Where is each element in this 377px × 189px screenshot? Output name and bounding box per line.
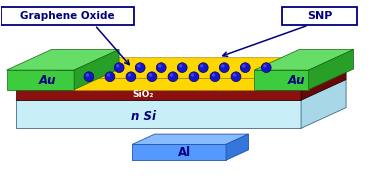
Circle shape <box>84 72 94 82</box>
Polygon shape <box>254 50 354 70</box>
Polygon shape <box>135 64 145 71</box>
Polygon shape <box>16 80 346 100</box>
FancyBboxPatch shape <box>1 7 134 25</box>
Circle shape <box>221 64 224 68</box>
Circle shape <box>170 73 173 77</box>
Text: SiO₂: SiO₂ <box>133 90 154 99</box>
Circle shape <box>128 73 131 77</box>
Circle shape <box>219 63 229 73</box>
Circle shape <box>212 73 215 77</box>
Polygon shape <box>132 144 226 160</box>
Text: Au: Au <box>39 74 57 87</box>
Polygon shape <box>219 64 229 71</box>
Circle shape <box>261 63 271 73</box>
Circle shape <box>105 72 115 82</box>
Circle shape <box>241 63 250 73</box>
Text: SNP: SNP <box>307 11 333 21</box>
Polygon shape <box>262 64 271 71</box>
Circle shape <box>231 72 241 82</box>
Circle shape <box>147 72 157 82</box>
Circle shape <box>107 73 110 77</box>
Polygon shape <box>231 73 241 81</box>
Circle shape <box>149 73 152 77</box>
Text: Al: Al <box>178 146 191 159</box>
Polygon shape <box>147 73 156 81</box>
Polygon shape <box>199 64 208 71</box>
Polygon shape <box>308 50 354 90</box>
Circle shape <box>116 64 120 68</box>
Polygon shape <box>84 73 93 81</box>
Circle shape <box>135 63 145 73</box>
Polygon shape <box>301 69 346 100</box>
Circle shape <box>114 63 124 73</box>
Polygon shape <box>6 70 74 90</box>
Circle shape <box>86 73 89 77</box>
FancyBboxPatch shape <box>282 7 357 25</box>
Polygon shape <box>132 134 248 144</box>
Text: Graphene Oxide: Graphene Oxide <box>20 11 115 21</box>
Polygon shape <box>115 64 124 71</box>
Circle shape <box>179 64 182 68</box>
Polygon shape <box>72 58 301 78</box>
Polygon shape <box>126 73 136 81</box>
Circle shape <box>210 72 220 82</box>
Polygon shape <box>72 78 256 90</box>
Polygon shape <box>74 50 119 90</box>
Polygon shape <box>168 73 178 81</box>
Polygon shape <box>189 73 199 81</box>
Polygon shape <box>210 73 220 81</box>
Polygon shape <box>241 64 250 71</box>
Circle shape <box>137 64 140 68</box>
Circle shape <box>233 73 236 77</box>
Text: Au: Au <box>288 74 305 87</box>
Circle shape <box>191 73 194 77</box>
Polygon shape <box>256 58 301 90</box>
Polygon shape <box>16 69 346 90</box>
Circle shape <box>200 64 204 68</box>
Circle shape <box>189 72 199 82</box>
Polygon shape <box>301 80 346 128</box>
Circle shape <box>198 63 208 73</box>
Circle shape <box>263 64 267 68</box>
Circle shape <box>177 63 187 73</box>
Polygon shape <box>16 90 301 100</box>
Circle shape <box>156 63 166 73</box>
Circle shape <box>158 64 161 68</box>
Polygon shape <box>226 134 248 160</box>
Polygon shape <box>105 73 115 81</box>
Text: n Si: n Si <box>131 110 156 123</box>
Circle shape <box>126 72 136 82</box>
Circle shape <box>242 64 245 68</box>
Polygon shape <box>254 70 308 90</box>
Polygon shape <box>6 50 119 70</box>
Circle shape <box>168 72 178 82</box>
Polygon shape <box>16 100 301 128</box>
Polygon shape <box>178 64 187 71</box>
Polygon shape <box>156 64 166 71</box>
